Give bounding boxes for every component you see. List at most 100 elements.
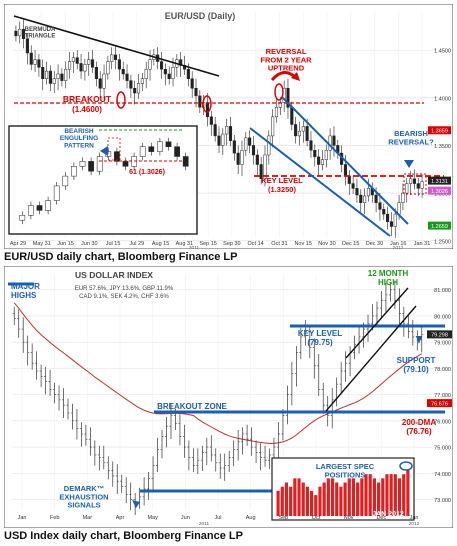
- inset-candles: [19, 137, 189, 225]
- spec-positions-inset: LARGEST SPEC POSITIONS JAN 2012: [271, 457, 415, 521]
- inset-pattern-label: BEARISH ENGULFING PATTERN: [60, 128, 98, 149]
- inset-candle: [88, 161, 94, 172]
- x-tick-label: Oct: [312, 515, 321, 521]
- inset-candle: [45, 200, 51, 211]
- candle: [83, 64, 87, 72]
- price-flag-label: 1.3659: [431, 129, 448, 135]
- spec-bar: [389, 474, 393, 516]
- candle: [106, 61, 110, 75]
- candle: [317, 156, 321, 165]
- usd-index-chart: 81.000 80.000 79.000 78.000 77.000 76.000 75.0…: [4, 266, 453, 528]
- candle: [309, 140, 313, 151]
- candle: [232, 140, 236, 154]
- y-tick-label: 80.000: [434, 314, 451, 320]
- inset-candle: [79, 161, 86, 167]
- inset-candle: [122, 161, 129, 167]
- downtrend-line: [13, 15, 220, 77]
- usd-title: US DOLLAR INDEX: [75, 270, 153, 280]
- eurusd-title: EUR/USD (Daily): [165, 11, 236, 21]
- candle: [393, 213, 397, 227]
- x-tick-label: Sep 15: [199, 241, 216, 247]
- usd-caption: USD Index daily chart, Bloomberg Finance…: [4, 530, 243, 542]
- inset-candle: [28, 205, 34, 216]
- x-tick-label: Nov 15: [294, 241, 311, 247]
- candle: [14, 30, 18, 37]
- price-flag-label: 1.2659: [431, 224, 448, 230]
- candle: [18, 28, 22, 37]
- candle: [94, 67, 98, 79]
- spec-title: LARGEST SPEC POSITIONS: [316, 462, 375, 479]
- x-tick-label: Jun: [181, 515, 190, 521]
- candle: [140, 78, 144, 84]
- x-tick-label: Aug 15: [152, 241, 169, 247]
- reversal-circle: [274, 83, 284, 101]
- spec-bar: [310, 490, 314, 516]
- price-flag: [428, 126, 451, 135]
- candle: [248, 137, 252, 146]
- x-tick-label: Nov 30: [318, 241, 335, 247]
- price-flag-label: 1.3026: [431, 189, 448, 195]
- dma-label: 200-DMA: [402, 418, 436, 427]
- spec-date-label: JAN 2012: [372, 511, 404, 518]
- text-line: HIGH: [378, 278, 398, 287]
- inset-candle: [96, 156, 103, 172]
- spec-bar: [305, 486, 309, 516]
- x-tick-label: Dec 30: [366, 241, 383, 247]
- candle: [71, 57, 75, 62]
- spec-bar: [339, 486, 343, 516]
- usd-y-axis: 81.000 80.000 79.000 78.000 77.000 76.000 75.0…: [434, 288, 451, 504]
- x-tick-label: Jan 16: [390, 241, 407, 247]
- candle: [412, 178, 416, 184]
- y-tick-label: 78.000: [434, 367, 451, 373]
- candle: [263, 154, 267, 180]
- eurusd-price-flags: 1.3659 1.3131 1.3026 1.2659: [428, 126, 451, 230]
- breakout-level-label: (1.4600): [72, 105, 102, 114]
- spec-bar: [322, 482, 326, 516]
- inset-candle: [71, 166, 77, 177]
- x-tick-label: Jun 15: [57, 241, 74, 247]
- candle: [355, 188, 359, 196]
- candle: [305, 126, 309, 141]
- candle: [416, 183, 420, 189]
- text-line: ENGULFING: [60, 135, 98, 142]
- inset-candle: [19, 215, 26, 221]
- text-line: BEARISH: [394, 129, 428, 138]
- candle: [37, 59, 41, 68]
- candle: [244, 137, 248, 151]
- text-line: EXHAUSTION: [59, 492, 108, 501]
- spec-bar: [284, 482, 289, 516]
- candle: [125, 73, 129, 81]
- candle: [286, 88, 290, 108]
- breakout-circle-1: [116, 91, 126, 109]
- text-line: MAJOR: [11, 282, 40, 291]
- demark-label: DEMARK™ EXHAUSTION SIGNALS: [59, 484, 108, 510]
- text-line: POSITIONS: [325, 470, 366, 479]
- candle: [271, 116, 275, 137]
- uptrend-upper: [345, 287, 409, 359]
- candle: [274, 107, 279, 118]
- spec-bar: [372, 478, 376, 516]
- spec-bar: [293, 478, 297, 516]
- price-flag: [428, 186, 451, 195]
- major-highs-label: MAJOR HIGHS: [11, 282, 40, 300]
- x-tick-label: Jun 30: [81, 241, 98, 247]
- usd-weights-line-2: CAD 9.1%, SEK 4.2%, CHF 3.6%: [79, 294, 169, 300]
- spec-bar: [351, 478, 356, 516]
- inset-candle: [174, 146, 180, 157]
- spec-bar: [297, 478, 301, 516]
- inset-candle: [148, 146, 155, 152]
- key-level-value: (1.3250): [268, 185, 296, 194]
- spec-bar: [381, 478, 385, 516]
- candle: [25, 38, 29, 54]
- key-level-label: KEY LEVEL: [261, 176, 303, 185]
- eurusd-x-axis: Apr 29 May 31 Jun 15 Jun 30 Jul 15 Jul 29 Aug …: [10, 241, 430, 249]
- price-flag-label: 1.3131: [431, 179, 448, 185]
- spec-bar: [280, 486, 284, 516]
- candle: [405, 183, 409, 194]
- x-tick-label: Sep 30: [223, 241, 240, 247]
- candle: [190, 78, 194, 89]
- candle: [171, 67, 175, 79]
- price-flag: [428, 176, 451, 185]
- x-tick-label: Jan: [410, 515, 419, 521]
- reversal-label: REVERSAL FROM 2 YEAR UPTREND: [260, 47, 312, 73]
